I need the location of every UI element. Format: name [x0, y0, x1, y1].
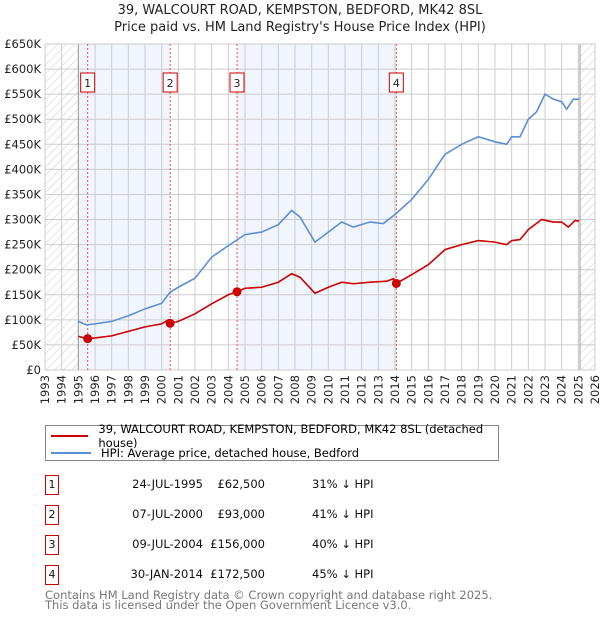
sale-label: 1 — [84, 77, 91, 90]
sale-label: 3 — [234, 77, 241, 90]
x-tick-label: 2019 — [471, 375, 485, 404]
x-tick-label: 1993 — [38, 375, 52, 404]
sale-label: 4 — [393, 77, 400, 90]
x-tick-label: 2023 — [538, 375, 552, 404]
x-tick-label: 1994 — [55, 375, 69, 404]
shaded-period — [78, 44, 171, 370]
y-tick-label: £0 — [26, 363, 41, 377]
x-tick-label: 2004 — [221, 375, 235, 404]
x-tick-label: 2024 — [555, 375, 569, 404]
y-tick-label: £150K — [4, 288, 41, 302]
footer-licence: This data is licensed under the Open Gov… — [45, 598, 412, 612]
x-tick-label: 2018 — [455, 375, 469, 404]
sale-hpi-diff: 31% ↓ HPI — [312, 477, 374, 491]
x-tick-label: 2025 — [571, 375, 585, 404]
legend-label: HPI: Average price, detached house, Bedf… — [101, 446, 360, 460]
sale-label: 2 — [167, 77, 174, 90]
red-line-swatch — [51, 435, 89, 437]
x-tick-label: 2021 — [505, 375, 519, 404]
legend-item-property: 39, WALCOURT ROAD, KEMPSTON, BEDFORD, MK… — [46, 422, 498, 450]
legend: 39, WALCOURT ROAD, KEMPSTON, BEDFORD, MK… — [45, 422, 499, 461]
price-chart: 1993 1994 1995 1996 1997 1998 1999 2000 2001 2002… — [4, 37, 600, 404]
footer-copyright: Contains HM Land Registry data © Crown c… — [45, 588, 493, 602]
x-tick-label: 2005 — [238, 375, 252, 404]
y-tick-label: £550K — [4, 87, 41, 101]
legend-item-hpi: HPI: Average price, detached house, Bedf… — [46, 445, 359, 461]
x-tick-label: 2008 — [288, 375, 302, 404]
sale-number-badge: 4 — [45, 565, 59, 585]
chart-subtitle: Price paid vs. HM Land Registry's House … — [114, 20, 486, 35]
y-tick-label: £650K — [4, 37, 41, 51]
sale-point — [391, 278, 401, 288]
x-tick-label: 2015 — [405, 375, 419, 404]
sale-date: 24-JUL-1995 — [132, 477, 203, 491]
x-tick-label: 2020 — [488, 375, 502, 404]
x-tick-label: 2026 — [588, 375, 600, 404]
sale-number-badge: 1 — [45, 475, 59, 495]
hatched-region — [580, 44, 595, 370]
blue-line-swatch — [51, 452, 91, 454]
shaded-period — [237, 44, 397, 370]
sale-point — [165, 318, 175, 328]
x-tick-label: 2022 — [521, 375, 535, 404]
sale-hpi-diff: 40% ↓ HPI — [312, 537, 374, 551]
sale-price: £172,500 — [210, 567, 265, 581]
x-tick-label: 2006 — [255, 375, 269, 404]
x-tick-label: 2000 — [155, 375, 169, 404]
x-tick-label: 2002 — [188, 375, 202, 404]
sale-price: £93,000 — [217, 507, 265, 521]
x-tick-label: 2016 — [421, 375, 435, 404]
y-tick-label: £250K — [4, 238, 41, 252]
sale-label-box — [229, 72, 245, 93]
chart-title: 39, WALCOURT ROAD, KEMPSTON, BEDFORD, MK… — [117, 3, 483, 18]
x-tick-label: 2010 — [321, 375, 335, 404]
sale-label-box — [388, 72, 404, 93]
y-tick-label: £50K — [12, 338, 42, 352]
y-tick-label: £500K — [4, 112, 41, 126]
x-tick-label: 2009 — [305, 375, 319, 404]
sale-date: 09-JUL-2004 — [132, 537, 203, 551]
x-tick-label: 2014 — [388, 375, 402, 404]
y-tick-label: £350K — [4, 187, 41, 201]
legend-label: 39, WALCOURT ROAD, KEMPSTON, BEDFORD, MK… — [98, 422, 484, 450]
y-tick-label: £100K — [4, 313, 41, 327]
sale-point — [232, 287, 242, 297]
hpi-line — [78, 93, 580, 326]
plot-border — [44, 43, 596, 371]
sale-date: 30-JAN-2014 — [130, 567, 204, 581]
y-tick-label: £450K — [4, 137, 41, 151]
x-tick-label: 1997 — [105, 375, 119, 404]
sale-date: 07-JUL-2000 — [132, 507, 203, 521]
x-tick-label: 1999 — [138, 375, 152, 404]
sale-price: £156,000 — [210, 537, 265, 551]
sale-point — [83, 334, 93, 344]
x-tick-label: 1998 — [121, 375, 135, 404]
sale-label-box — [162, 72, 178, 93]
y-tick-label: £400K — [4, 162, 41, 176]
x-tick-label: 2001 — [171, 375, 185, 404]
x-tick-label: 2007 — [271, 375, 285, 404]
sale-hpi-diff: 45% ↓ HPI — [312, 567, 374, 581]
x-tick-label: 2012 — [355, 375, 369, 404]
x-tick-label: 2017 — [438, 375, 452, 404]
sale-number-badge: 2 — [45, 505, 59, 525]
x-tick-label: 2013 — [371, 375, 385, 404]
y-tick-label: £300K — [4, 213, 41, 227]
y-tick-label: £600K — [4, 62, 41, 76]
sale-price: £62,500 — [217, 477, 265, 491]
x-tick-label: 1995 — [71, 375, 85, 404]
x-tick-label: 2011 — [338, 375, 352, 404]
sale-label-box — [80, 72, 96, 93]
sale-hpi-diff: 41% ↓ HPI — [312, 507, 374, 521]
y-tick-label: £200K — [4, 263, 41, 277]
sale-number-badge: 3 — [45, 535, 59, 555]
x-tick-label: 2003 — [205, 375, 219, 404]
x-tick-label: 1996 — [88, 375, 102, 404]
